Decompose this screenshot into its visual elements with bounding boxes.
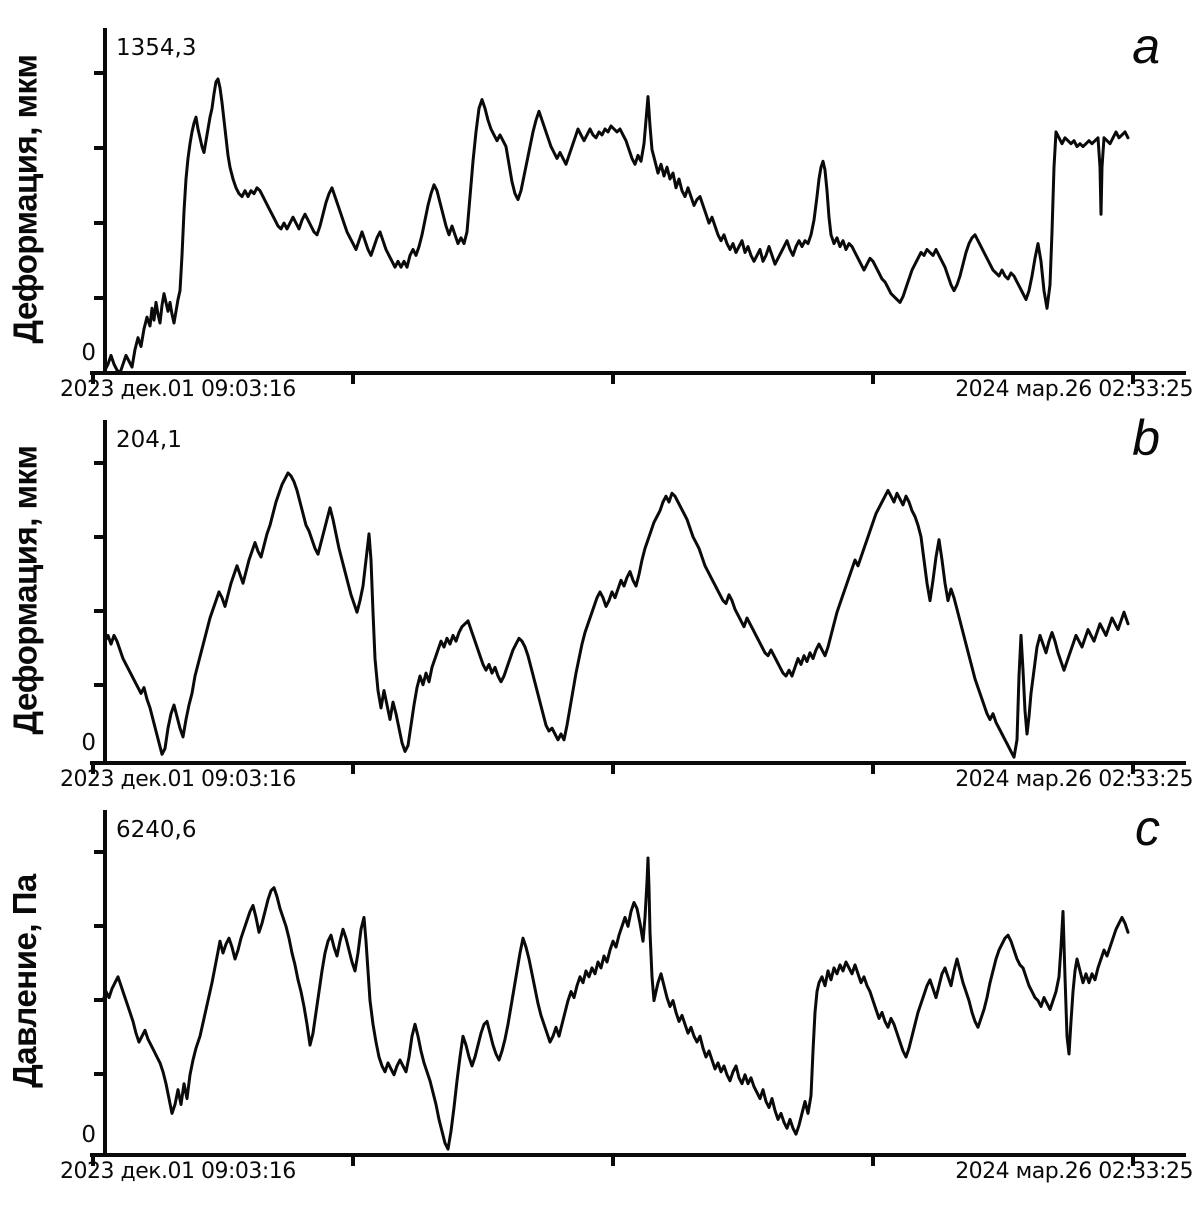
zero-tick-label-b: 0 [81,730,96,756]
trace-a [103,77,1130,375]
x-end-label-c: 2024 мар.26 02:33:25 [955,1159,1193,1184]
x-end-label-b: 2024 мар.26 02:33:25 [955,767,1193,792]
panel-letter-a: a [1132,18,1160,74]
trace-b [103,471,1130,759]
y-axis-title-c: Давление, Па [6,874,44,1088]
zero-tick-label-a: 0 [81,340,96,366]
panel-letter-c: c [1135,800,1160,856]
full-scale-value-a: 1354,3 [116,35,197,61]
panel-letter-b: b [1132,410,1160,466]
x-start-label-a: 2023 дек.01 09:03:16 [60,377,296,402]
x-start-label-c: 2023 дек.01 09:03:16 [60,1159,296,1184]
full-scale-value-b: 204,1 [116,427,182,453]
x-start-label-b: 2023 дек.01 09:03:16 [60,767,296,792]
zero-tick-label-c: 0 [81,1122,96,1148]
y-axis-title-a: Деформация, мкм [6,54,44,344]
full-scale-value-c: 6240,6 [116,817,197,843]
y-axis-title-b: Деформация, мкм [6,445,44,735]
trace-c [101,856,1130,1151]
x-end-label-a: 2024 мар.26 02:33:25 [955,377,1193,402]
